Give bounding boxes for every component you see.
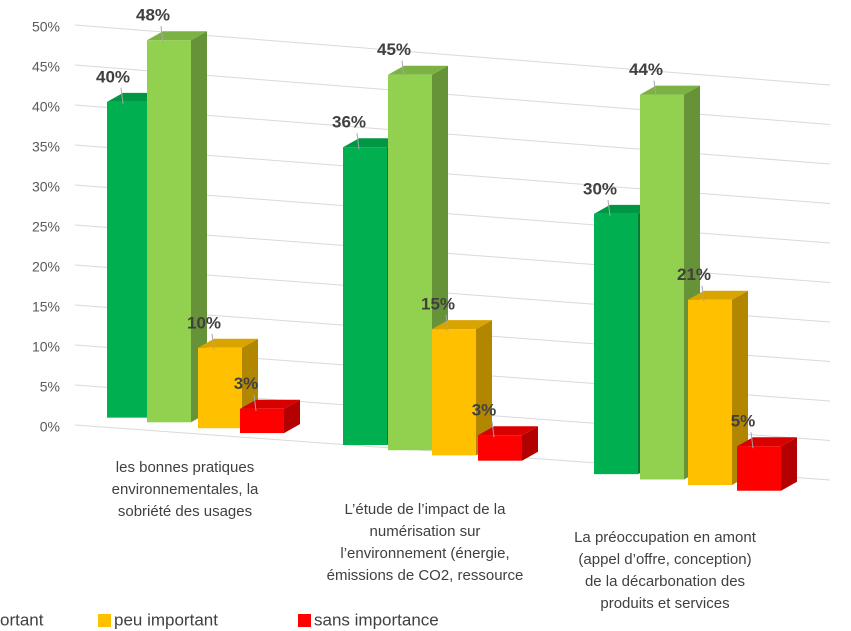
bar: [688, 299, 732, 486]
bar: [147, 40, 191, 423]
bar: [640, 94, 684, 480]
value-label: 21%: [677, 265, 711, 284]
x-tick-label: les bonnes pratiques: [116, 459, 254, 476]
bar-side: [732, 290, 748, 486]
bar-side: [476, 320, 492, 456]
bar-side: [191, 31, 207, 423]
leader-line: [160, 26, 164, 43]
x-tick-label: produits et services: [600, 595, 729, 612]
bar: [432, 329, 476, 456]
y-tick-label: 50%: [32, 19, 60, 35]
y-tick-label: 5%: [40, 379, 60, 395]
x-tick-label: l’environnement (énergie,: [340, 545, 509, 562]
value-label: 36%: [332, 113, 366, 132]
leader-line: [445, 315, 449, 332]
value-label: 30%: [583, 179, 617, 198]
leader-line: [120, 87, 124, 104]
legend-marker: [98, 614, 111, 627]
y-tick-label: 20%: [32, 259, 60, 275]
value-label: 40%: [96, 67, 130, 86]
y-tick-label: 25%: [32, 219, 60, 235]
bar: [737, 446, 781, 491]
leader-line: [750, 432, 754, 449]
bar: [594, 213, 638, 475]
legend-label: peu important: [114, 610, 218, 629]
bar: [107, 101, 151, 418]
legend-label: ortant: [0, 610, 44, 629]
value-label: 3%: [234, 374, 259, 393]
value-label: 45%: [377, 40, 411, 59]
bar: [478, 435, 522, 461]
bar-side: [284, 399, 300, 434]
y-tick-label: 45%: [32, 59, 60, 75]
x-tick-label: numérisation sur: [370, 523, 481, 540]
x-tick-label: La préoccupation en amont: [574, 529, 757, 546]
y-tick-label: 0%: [40, 419, 60, 435]
x-tick-label: de la décarbonation des: [585, 573, 745, 590]
bar: [240, 408, 284, 434]
x-tick-label: L’étude de l’impact de la: [345, 501, 507, 518]
value-label: 48%: [136, 6, 170, 25]
x-tick-label: émissions de CO2, ressource: [327, 567, 524, 584]
bar: [198, 347, 242, 429]
value-label: 5%: [731, 412, 756, 431]
x-tick-label: sobriété des usages: [118, 503, 252, 520]
x-tick-label: environnementales, la: [112, 481, 259, 498]
leader-line: [491, 421, 495, 438]
leader-line: [701, 285, 705, 302]
leader-line: [356, 133, 360, 150]
legend-marker: [298, 614, 311, 627]
y-tick-label: 30%: [32, 179, 60, 195]
bar: [343, 147, 387, 446]
y-tick-label: 15%: [32, 299, 60, 315]
legend-label: sans importance: [314, 610, 439, 629]
leader-line: [653, 80, 657, 97]
leader-line: [607, 199, 611, 216]
value-label: 15%: [421, 295, 455, 314]
x-tick-label: (appel d’offre, conception): [578, 551, 751, 568]
bar: [388, 74, 432, 451]
leader-line: [253, 394, 257, 411]
y-tick-label: 35%: [32, 139, 60, 155]
value-label: 3%: [472, 401, 497, 420]
leader-line: [401, 60, 405, 77]
y-tick-label: 40%: [32, 99, 60, 115]
value-label: 44%: [629, 60, 663, 79]
bar-side: [781, 437, 797, 491]
leader-line: [211, 333, 215, 350]
value-label: 10%: [187, 313, 221, 332]
bar-side: [522, 426, 538, 461]
y-tick-label: 10%: [32, 339, 60, 355]
